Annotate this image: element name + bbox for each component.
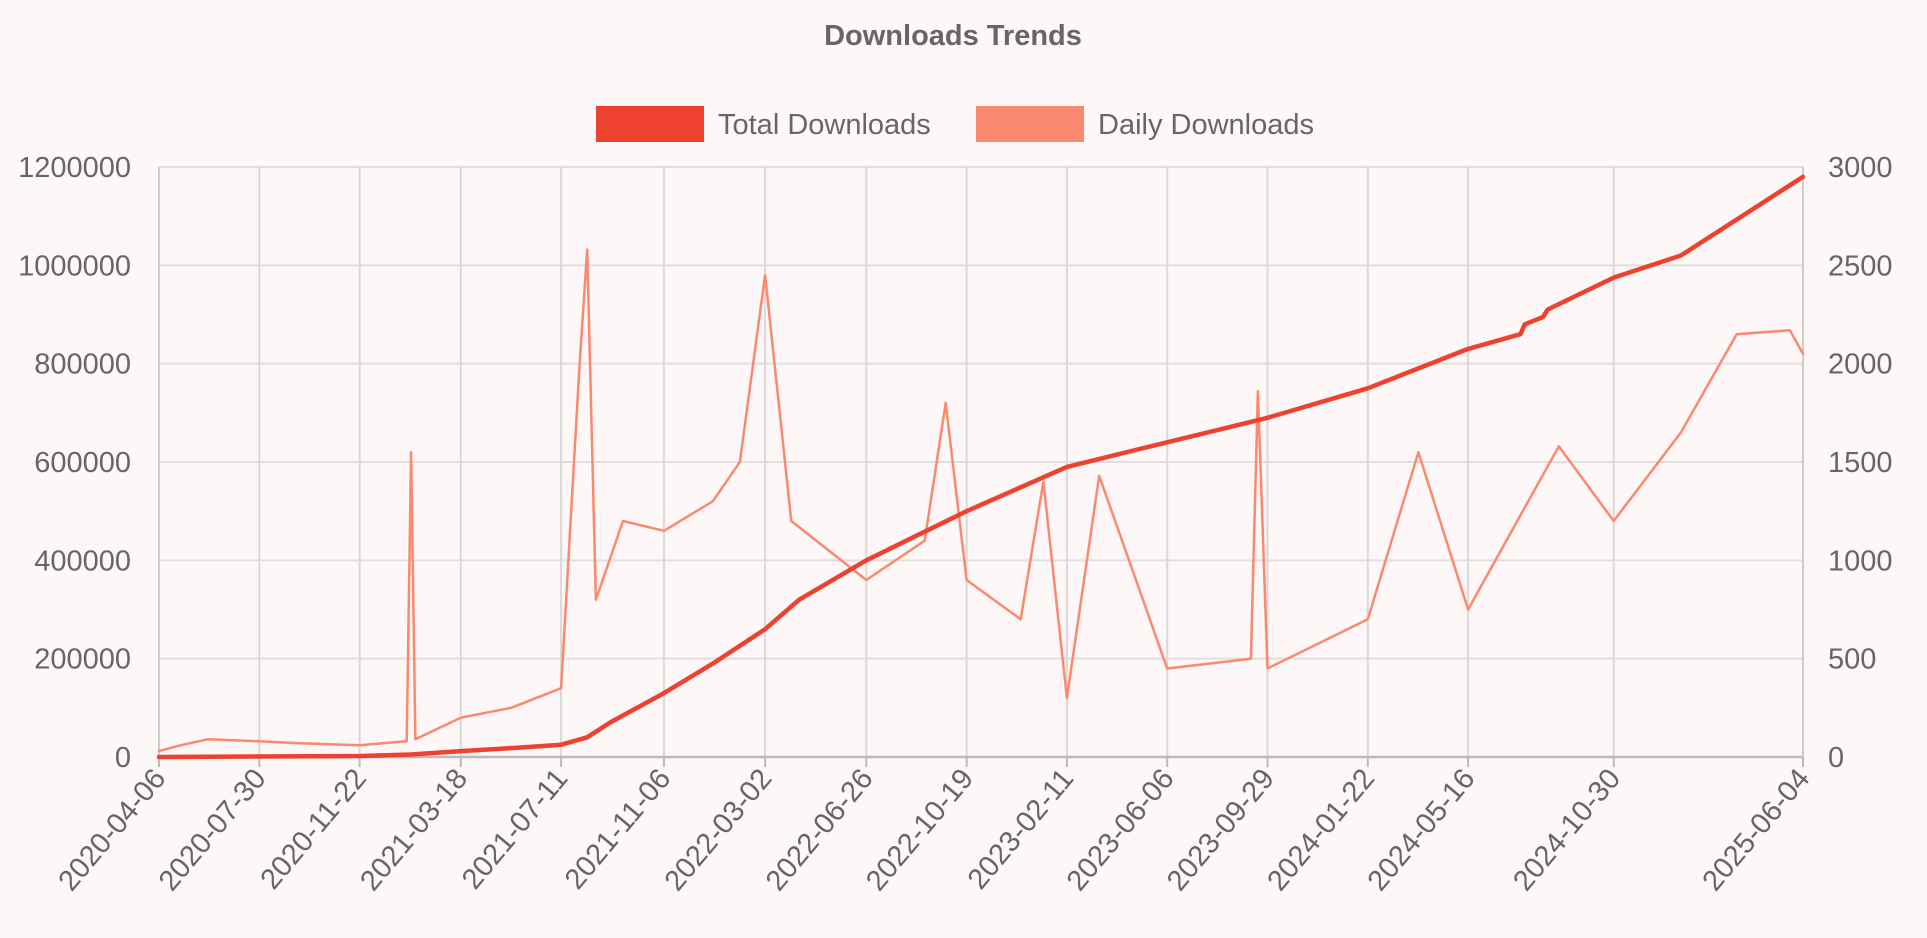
- legend-swatch-daily-downloads: [976, 106, 1084, 142]
- tick-labels: 0 200000 400000 600000 800000 1000000 1200000 0…: [18, 152, 1892, 897]
- y-right-tick-label: 0: [1828, 742, 1844, 774]
- y-left-tick-label: 1000000: [18, 250, 131, 282]
- y-right-tick-label: 2000: [1828, 349, 1893, 381]
- y-left-tick-label: 400000: [34, 545, 131, 577]
- grid-lines: [158, 166, 1804, 758]
- legend-label-total-downloads: Total Downloads: [718, 109, 931, 141]
- chart-title: Downloads Trends: [824, 20, 1082, 52]
- y-right-tick-label: 1500: [1828, 447, 1893, 479]
- y-right-tick-label: 2500: [1828, 250, 1893, 282]
- legend-label-daily-downloads: Daily Downloads: [1098, 109, 1314, 141]
- y-left-tick-label: 0: [115, 742, 131, 774]
- series-layer: [156, 174, 1806, 760]
- total-downloads-line: [156, 174, 1806, 760]
- y-right-tick-label: 3000: [1828, 152, 1893, 184]
- x-tick-label: 2021-07-11: [456, 763, 574, 896]
- legend: Total Downloads Daily Downloads: [596, 106, 1314, 142]
- x-tick-label: 2025-06-04: [1696, 763, 1816, 897]
- y-left-tick-label: 800000: [34, 349, 131, 381]
- y-right-tick-label: 1000: [1828, 545, 1893, 577]
- legend-swatch-total-downloads: [596, 106, 704, 142]
- y-left-tick-label: 200000: [34, 644, 131, 676]
- y-left-tick-label: 600000: [34, 447, 131, 479]
- daily-downloads-line: [157, 248, 1805, 753]
- y-right-tick-label: 500: [1828, 644, 1876, 676]
- y-left-tick-label: 1200000: [18, 152, 131, 184]
- axes: [158, 167, 1804, 767]
- x-tick-label: 2024-10-30: [1507, 763, 1627, 897]
